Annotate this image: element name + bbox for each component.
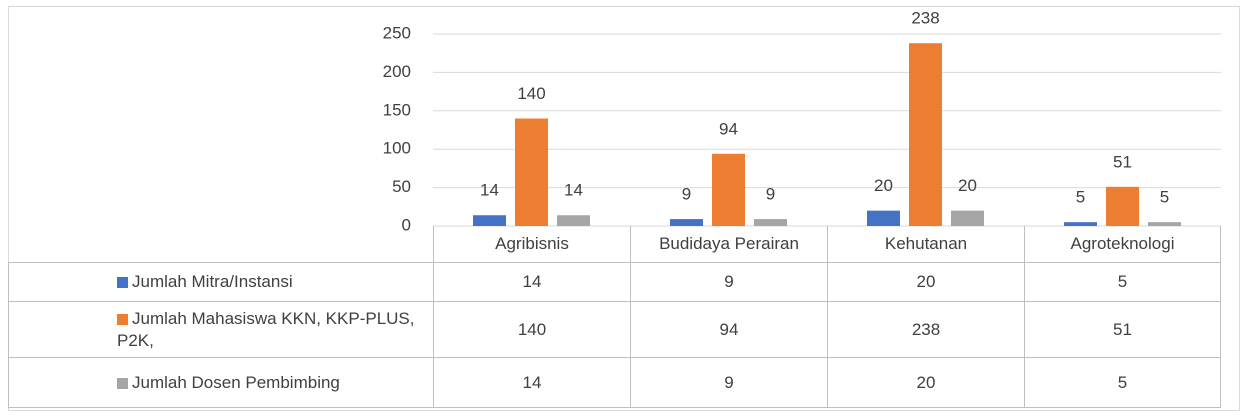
data-label: 5 — [1076, 188, 1085, 207]
bar — [515, 118, 548, 226]
legend-key — [117, 313, 128, 325]
table-cell: 5 — [1024, 357, 1221, 408]
legend-entry: Jumlah Mitra/Instansi — [117, 271, 293, 293]
table-cell: 14 — [433, 262, 630, 301]
bar — [670, 219, 703, 226]
table-cell: 94 — [630, 301, 827, 357]
data-label: 20 — [874, 176, 893, 195]
data-label: 9 — [766, 185, 775, 204]
table-header: Kehutanan — [827, 226, 1024, 262]
bar — [1064, 222, 1097, 226]
data-label: 5 — [1160, 188, 1169, 207]
y-tick-label: 150 — [383, 100, 411, 119]
bar — [1106, 186, 1139, 226]
data-label: 94 — [719, 119, 738, 138]
chart-border — [8, 6, 1240, 411]
bar — [867, 210, 900, 226]
table-header: Budidaya Perairan — [630, 226, 827, 262]
legend-key — [117, 377, 128, 389]
data-label: 238 — [911, 9, 939, 28]
data-label: 20 — [958, 176, 977, 195]
table-cell: 238 — [827, 301, 1024, 357]
bar — [557, 215, 590, 226]
data-label: 140 — [517, 84, 545, 103]
y-tick-label: 200 — [383, 62, 411, 81]
bar — [754, 219, 787, 226]
bar — [473, 215, 506, 226]
table-cell: 5 — [1024, 262, 1221, 301]
legend-cell: Jumlah Dosen Pembimbing — [8, 357, 433, 408]
legend-label: Jumlah Dosen Pembimbing — [132, 372, 340, 392]
data-label: 51 — [1113, 152, 1132, 171]
y-tick-label: 0 — [402, 215, 411, 234]
bar — [909, 43, 942, 226]
bar — [1148, 222, 1181, 226]
table-cell: 20 — [827, 357, 1024, 408]
legend-label: Jumlah Mahasiswa KKN, KKP-PLUS, P2K, — [117, 308, 415, 350]
bar — [712, 153, 745, 226]
table-cell: 51 — [1024, 301, 1221, 357]
bar — [951, 210, 984, 226]
table-cell: 14 — [433, 357, 630, 408]
y-tick-label: 100 — [383, 139, 411, 158]
legend-key — [117, 277, 128, 289]
table-cell: 140 — [433, 301, 630, 357]
table-cell: 20 — [827, 262, 1024, 301]
legend-cell: Jumlah Mitra/Instansi — [8, 262, 433, 301]
legend-cell: Jumlah Mahasiswa KKN, KKP-PLUS, P2K, — [8, 301, 433, 357]
table-cell: 9 — [630, 262, 827, 301]
y-tick-label: 50 — [392, 177, 411, 196]
table-header: Agroteknologi — [1024, 226, 1221, 262]
legend-label: Jumlah Mitra/Instansi — [132, 272, 293, 291]
data-label: 9 — [682, 185, 691, 204]
legend-entry: Jumlah Mahasiswa KKN, KKP-PLUS, P2K, — [117, 308, 423, 352]
legend-entry: Jumlah Dosen Pembimbing — [117, 372, 340, 394]
y-tick-label: 250 — [383, 23, 411, 42]
table-header: Agribisnis — [433, 226, 630, 262]
table-cell: 9 — [630, 357, 827, 408]
data-label: 14 — [564, 181, 583, 200]
data-label: 14 — [480, 181, 499, 200]
